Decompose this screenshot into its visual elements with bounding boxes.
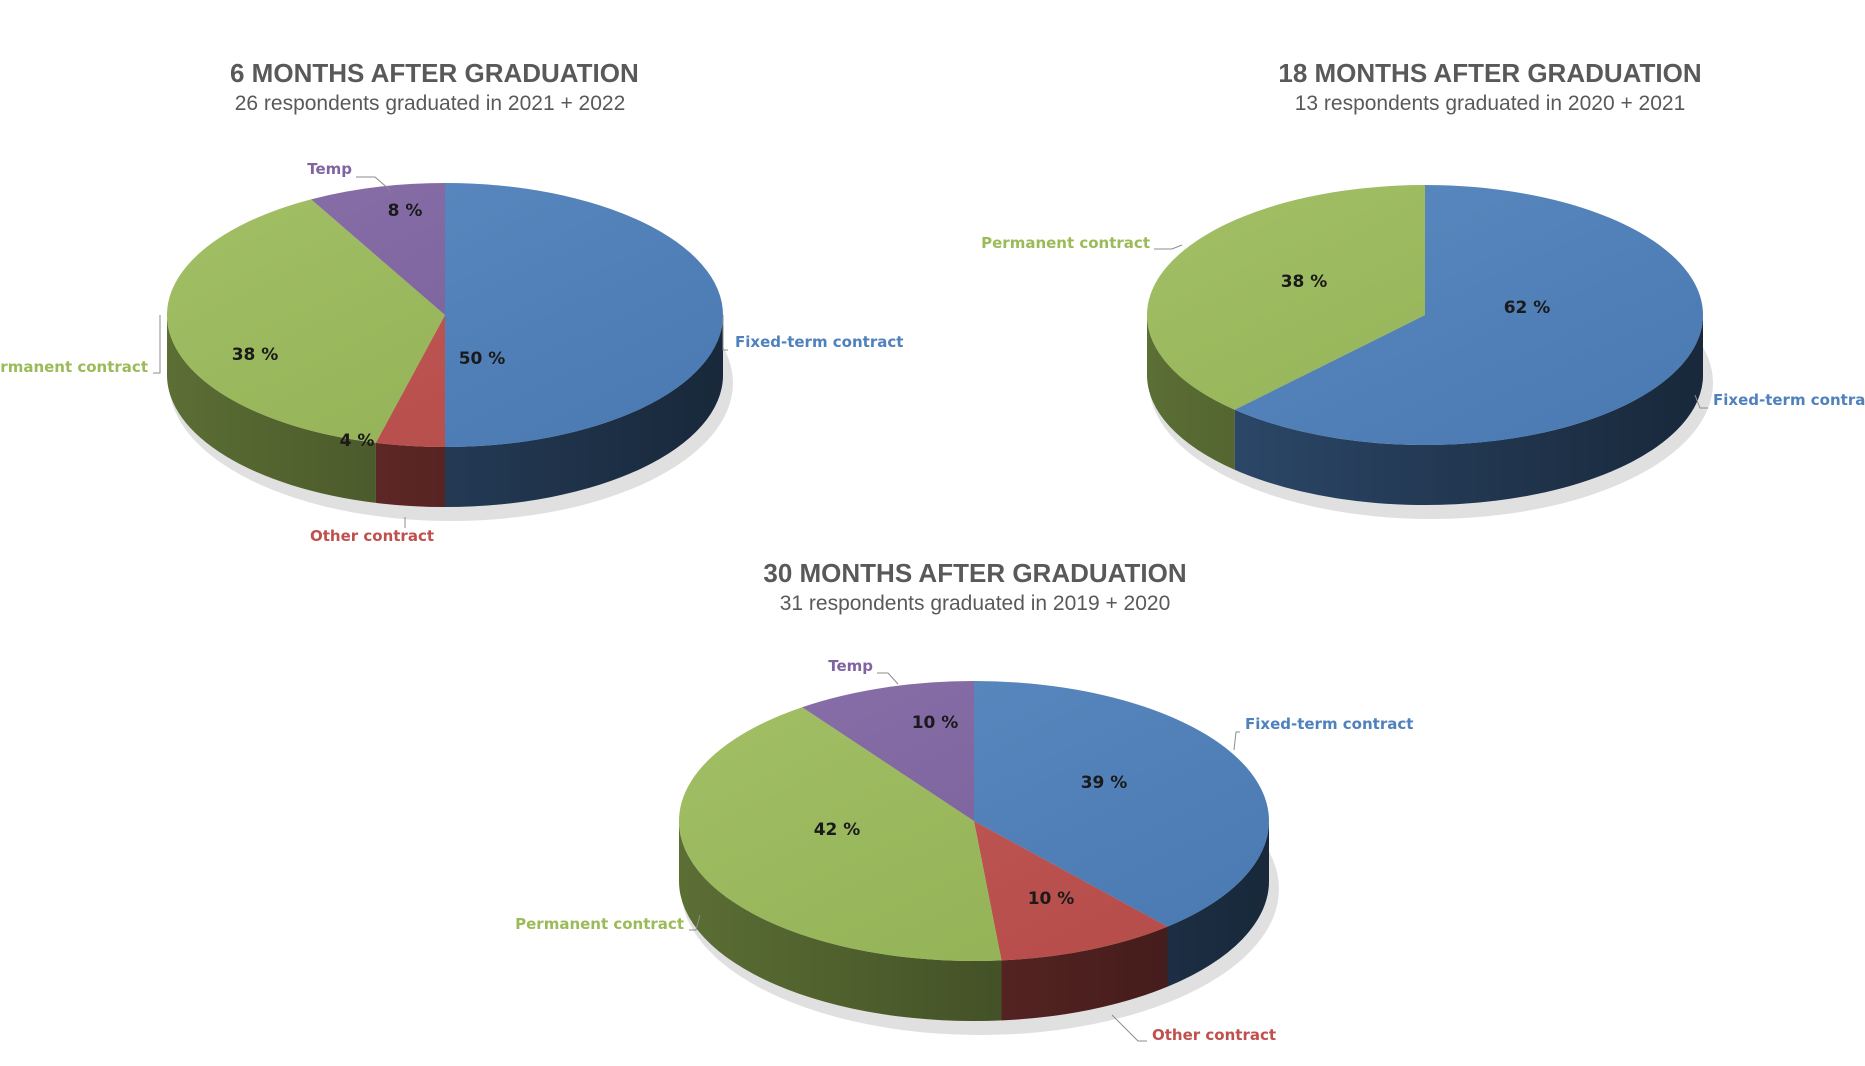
data-label: 38 % (1281, 272, 1328, 292)
data-label: 38 % (232, 345, 279, 365)
pie-chart-0: 50 % Fixed-term contract 4 % Other contract… (0, 160, 903, 545)
category-label: Temp (307, 160, 352, 178)
category-label: Permanent contract (981, 234, 1150, 252)
data-label: 42 % (814, 820, 861, 840)
pie-top-shade (679, 681, 1269, 961)
data-label: 10 % (912, 713, 959, 733)
category-label: Fixed-term contract (1713, 391, 1865, 409)
pie-side-shade (1147, 315, 1703, 505)
chart-subtitle: 26 respondents graduated in 2021 + 2022 (234, 92, 626, 115)
category-label: Fixed-term contract (1245, 715, 1413, 733)
pie-top-shade (1147, 185, 1703, 445)
chart-title: 6 MONTHS AFTER GRADUATION (230, 58, 639, 88)
pie-chart-2: 39 % Fixed-term contract 10 % Other contrac… (515, 657, 1413, 1044)
category-label: Other contract (310, 527, 434, 545)
leader-line (356, 176, 391, 191)
leader-line (1233, 731, 1240, 751)
leader-line (1111, 1014, 1147, 1042)
chart-subtitle: 13 respondents graduated in 2020 + 2021 (1294, 92, 1686, 115)
chart-title: 18 MONTHS AFTER GRADUATION (1278, 58, 1702, 88)
leader-line (722, 315, 728, 351)
category-label: Permanent contract (0, 358, 148, 376)
pie-chart-1: 62 % Fixed-term contract 38 % Permanent con… (981, 185, 1865, 519)
data-label: 62 % (1504, 298, 1551, 318)
pie-side-shade (167, 315, 723, 507)
category-label: Permanent contract (515, 915, 684, 933)
leader-line (1694, 394, 1708, 409)
category-label: Other contract (1152, 1026, 1276, 1044)
category-label: Fixed-term contract (735, 333, 903, 351)
category-label: Temp (828, 657, 873, 675)
pie-side-shade (679, 821, 1269, 1021)
data-label: 50 % (459, 349, 506, 369)
leader-line (153, 315, 161, 374)
data-label: 10 % (1028, 889, 1075, 909)
data-label: 39 % (1081, 773, 1128, 793)
leader-line (1154, 244, 1183, 250)
chart-subtitle: 31 respondents graduated in 2019 + 2020 (779, 592, 1171, 615)
data-label: 4 % (340, 431, 375, 451)
data-label: 8 % (388, 201, 423, 221)
chart-title: 30 MONTHS AFTER GRADUATION (763, 558, 1187, 588)
leader-line (689, 914, 701, 931)
pie-top-shade (167, 183, 723, 447)
leader-line (877, 672, 899, 685)
